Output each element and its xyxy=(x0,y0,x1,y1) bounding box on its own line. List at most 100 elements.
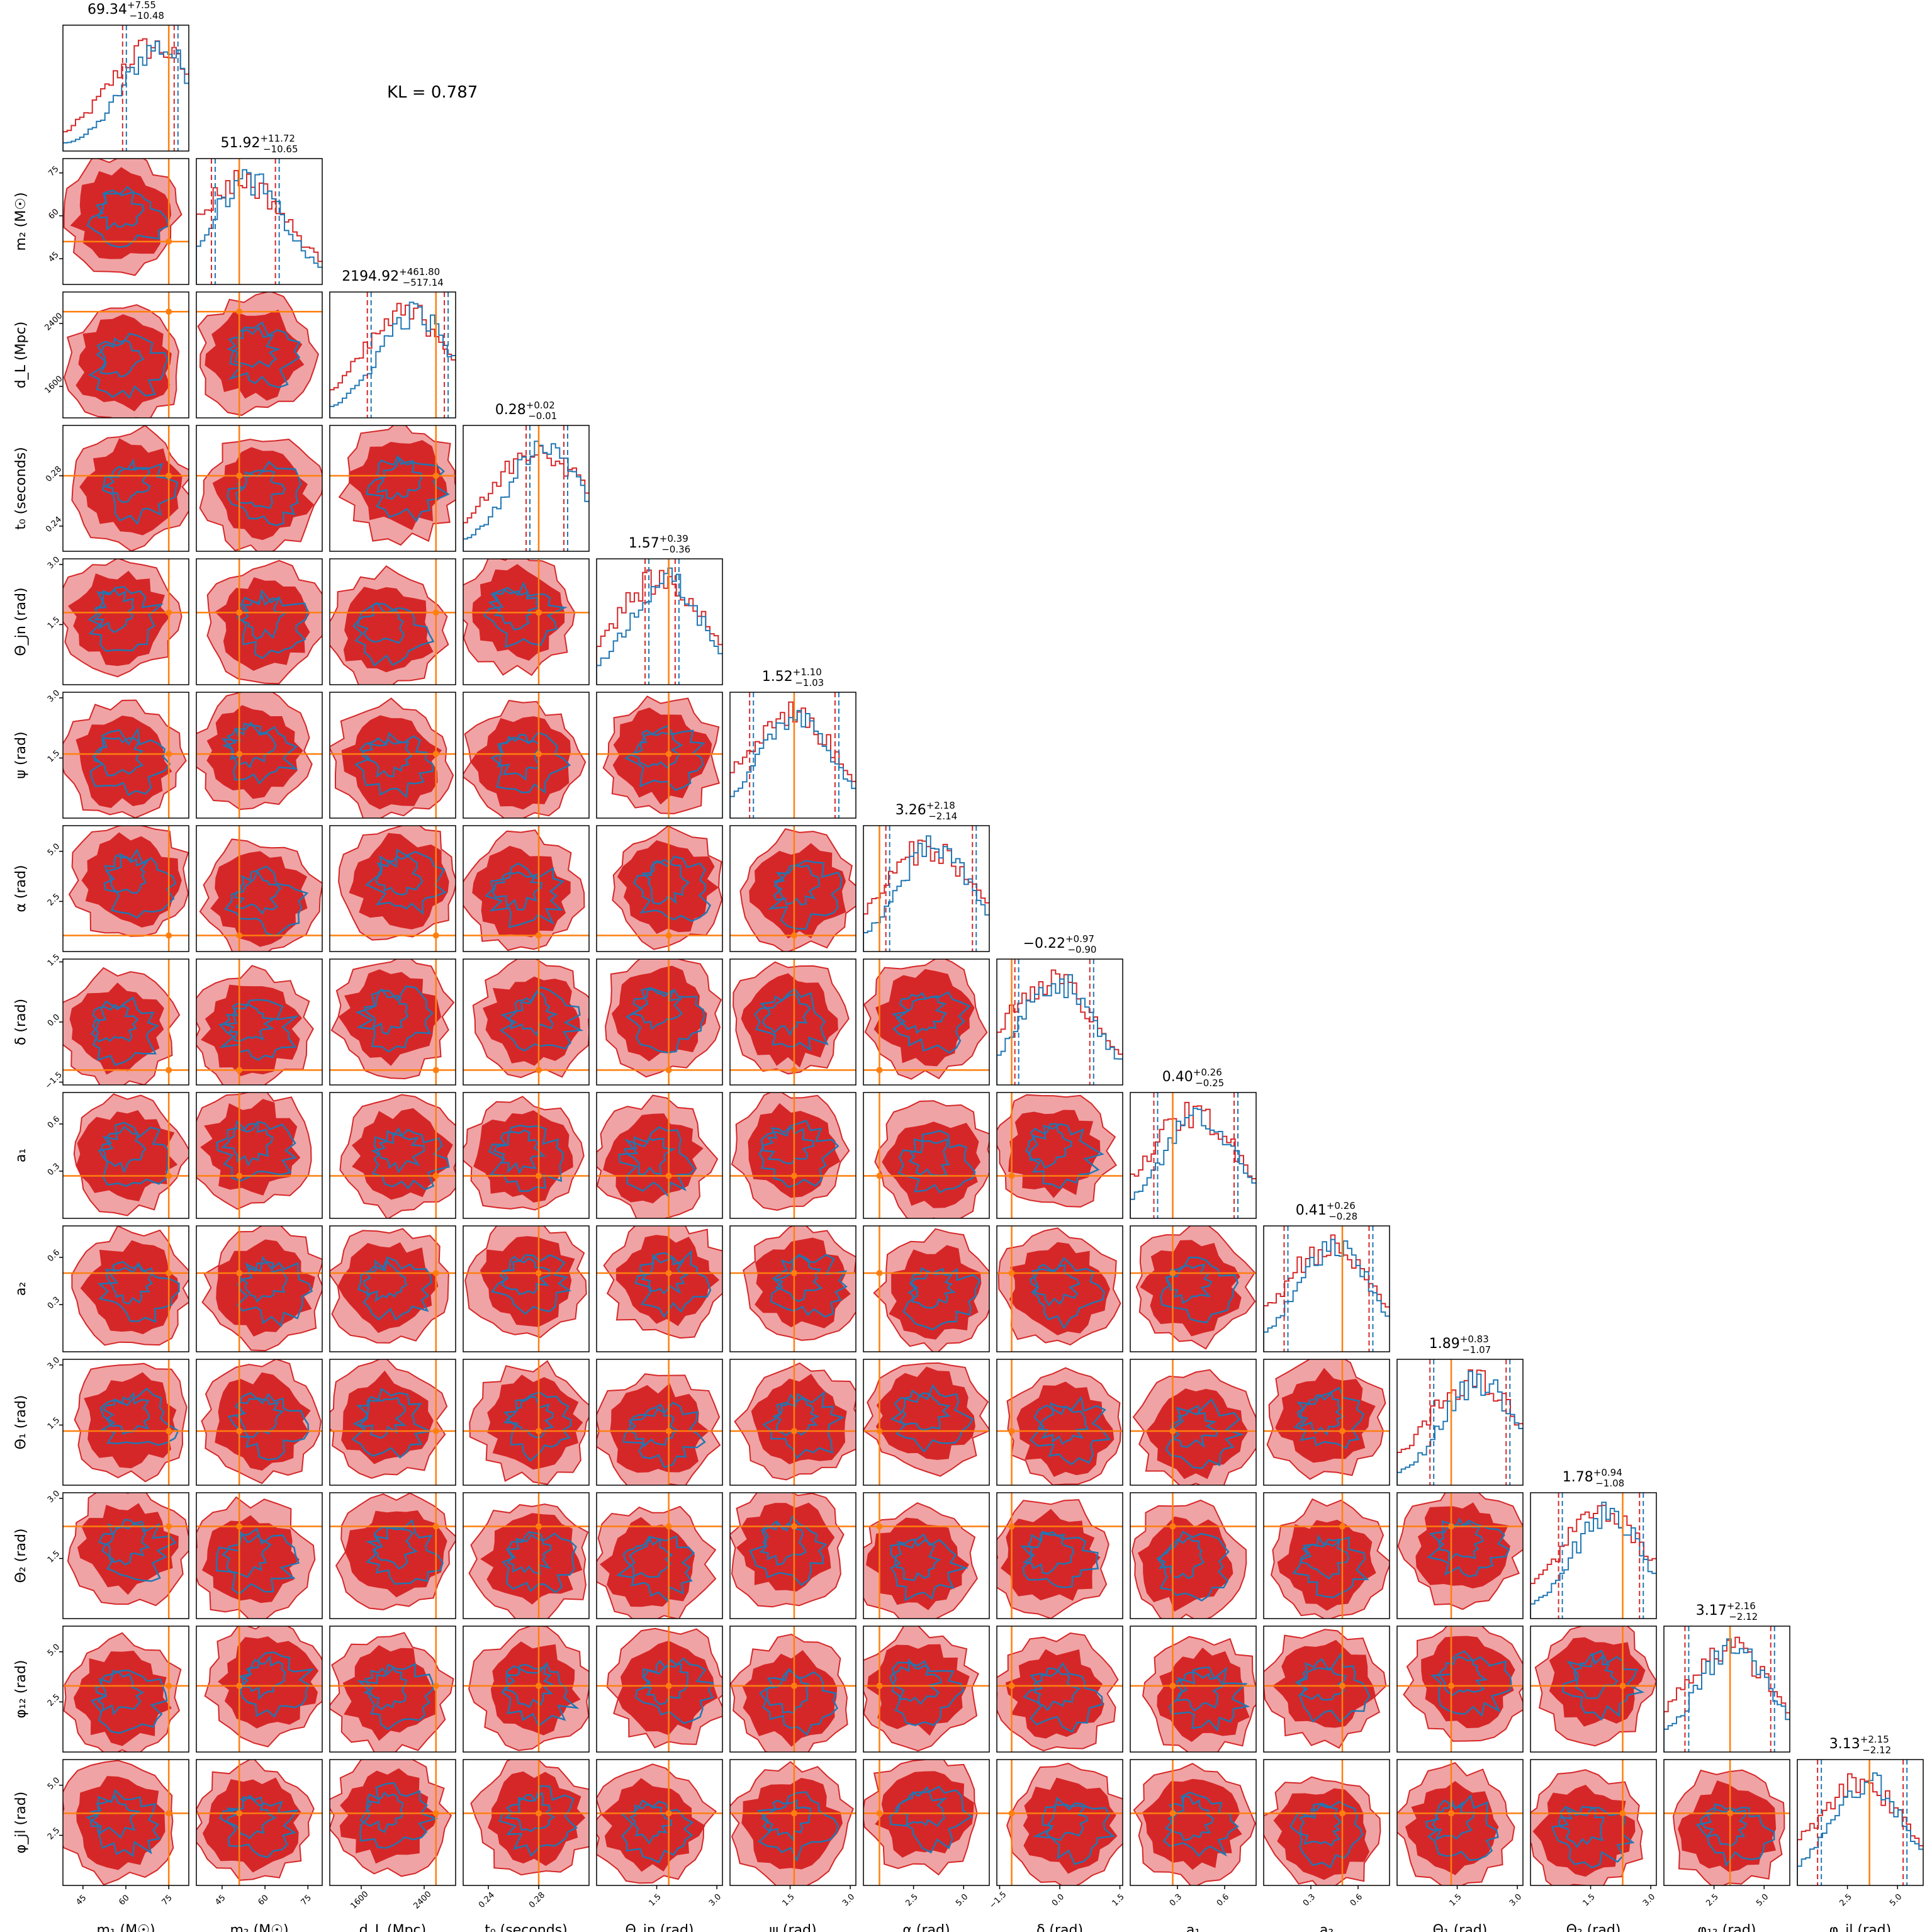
xaxis-label-3: t₀ (seconds) xyxy=(485,1923,568,1932)
panel-13-4: 1.5 3.0 Θ_jn (rad) xyxy=(596,1759,723,1932)
panel-content-8-8 xyxy=(1130,1092,1256,1218)
panel-11-7 xyxy=(996,1492,1123,1619)
truth-point-9-7 xyxy=(1008,1270,1015,1276)
truth-point-6-1 xyxy=(236,932,243,939)
contour-reference-6-1 xyxy=(224,865,309,937)
contour-reference-12-0 xyxy=(90,1669,168,1734)
panel-content-8-7 xyxy=(997,1092,1123,1218)
truth-point-13-7 xyxy=(1008,1810,1015,1817)
panel-content-2-0 xyxy=(63,292,189,418)
truth-point-10-4 xyxy=(665,1428,672,1435)
panel-content-10-6 xyxy=(863,1359,989,1485)
contour-reference-12-5 xyxy=(759,1668,838,1736)
truth-point-6-4 xyxy=(665,932,672,939)
truth-point-13-9 xyxy=(1339,1810,1345,1817)
panel-frame-12-11 xyxy=(1530,1626,1657,1753)
truth-point-13-12 xyxy=(1727,1810,1734,1817)
truth-point-12-0 xyxy=(166,1682,172,1689)
truth-point-8-0 xyxy=(166,1172,172,1179)
panel-frame-12-12 xyxy=(1663,1626,1790,1753)
panel-10-10: 1.89+0.83 −1.07 xyxy=(1396,1334,1524,1486)
panel-content-13-6 xyxy=(863,1760,989,1885)
xtick-label-7-2: 1.5 xyxy=(1110,1892,1126,1908)
ytick-label-9-1: 0.6 xyxy=(46,1248,62,1264)
contour-reference-inner-12-4 xyxy=(641,1658,689,1705)
panel-content-13-11 xyxy=(1530,1760,1656,1885)
panel-content-9-9 xyxy=(1264,1226,1390,1352)
panel-7-6 xyxy=(863,958,990,1086)
contour-reference-inner-6-5 xyxy=(773,864,820,906)
contour-reference-inner-10-8 xyxy=(1170,1405,1218,1449)
xtick-label-10-1: 3.0 xyxy=(1508,1892,1524,1908)
contour-inner-10-9 xyxy=(1275,1368,1376,1463)
contour-inner-11-10 xyxy=(1415,1502,1510,1589)
panel-frame-13-13 xyxy=(1797,1759,1924,1886)
contour-reference-inner-10-2 xyxy=(356,1396,407,1439)
panel-content-11-7 xyxy=(997,1493,1123,1619)
xtick-label-6-0: 2.5 xyxy=(904,1892,920,1908)
xtick-label-1-0: 45 xyxy=(213,1893,227,1907)
truth-point-11-10 xyxy=(1447,1523,1454,1530)
truth-point-10-5 xyxy=(790,1428,797,1435)
ytick-label-10-1: 3.0 xyxy=(46,1356,62,1371)
plus-error-6: +2.18 xyxy=(926,800,955,811)
panel-frame-10-7 xyxy=(996,1359,1123,1486)
panel-2-1 xyxy=(196,291,323,418)
panel-frame-8-2 xyxy=(329,1092,456,1219)
contour-reference-8-6 xyxy=(897,1130,976,1194)
truth-point-4-0 xyxy=(166,609,172,616)
panel-13-1: 45 60 75 m₂ (M☉) xyxy=(196,1759,323,1932)
contour-reference-13-4 xyxy=(620,1799,694,1864)
panel-9-6 xyxy=(863,1225,990,1352)
contour-reference-5-4 xyxy=(624,725,705,791)
plus-error-1: +11.72 xyxy=(260,133,295,144)
contour-reference-13-12 xyxy=(1695,1806,1775,1868)
contour-reference-11-1 xyxy=(215,1527,300,1595)
median-value-9: 0.41 xyxy=(1296,1203,1327,1218)
panel-8-4 xyxy=(596,1092,723,1219)
contour-reference-3-0 xyxy=(101,463,179,525)
panel-4-4: 1.57+0.39 −0.36 xyxy=(596,533,723,685)
truth-point-5-1 xyxy=(236,751,243,758)
panel-8-6 xyxy=(863,1092,990,1219)
truth-point-12-11 xyxy=(1619,1682,1626,1689)
ytick-label-8-1: 0.6 xyxy=(46,1115,62,1130)
panel-6-5 xyxy=(729,825,856,952)
truth-point-9-4 xyxy=(665,1270,672,1276)
contour-reference-10-5 xyxy=(762,1390,845,1459)
contour-reference-9-1 xyxy=(236,1255,313,1328)
panel-content-5-0 xyxy=(63,692,189,818)
panel-content-12-5 xyxy=(730,1626,856,1752)
panel-11-1 xyxy=(196,1492,323,1619)
panel-5-5: 1.52+1.10 −1.03 xyxy=(729,666,856,819)
truth-point-9-6 xyxy=(876,1270,883,1276)
contour-reference-inner-12-2 xyxy=(363,1667,408,1710)
panel-content-3-3 xyxy=(463,425,589,551)
contour-reference-inner-9-6 xyxy=(907,1267,957,1309)
panel-frame-8-5 xyxy=(729,1092,856,1219)
xtick-label-3-0: 0.24 xyxy=(477,1890,497,1910)
truth-point-3-1 xyxy=(236,473,243,479)
panel-frame-9-3 xyxy=(463,1225,590,1352)
panel-frame-8-4 xyxy=(596,1092,723,1219)
panel-frame-7-6 xyxy=(863,958,990,1086)
panel-content-11-0 xyxy=(63,1493,189,1619)
contour-reference-inner-13-2 xyxy=(359,1791,404,1834)
xtick-label-1-2: 75 xyxy=(300,1893,313,1907)
truth-point-8-1 xyxy=(236,1172,243,1179)
ytick-label-3-0: 0.24 xyxy=(44,515,64,534)
panel-5-2 xyxy=(329,692,456,819)
contour-reference-13-2 xyxy=(359,1782,439,1849)
panel-content-11-4 xyxy=(597,1493,722,1619)
xaxis-label-0: m₁ (M☉) xyxy=(96,1923,155,1932)
panel-content-11-11 xyxy=(1530,1493,1656,1619)
panel-content-9-2 xyxy=(330,1226,456,1352)
contour-reference-7-6 xyxy=(891,991,971,1054)
contour-inner-9-8 xyxy=(1140,1240,1242,1337)
contour-reference-13-7 xyxy=(1033,1796,1115,1865)
panel-frame-9-0 xyxy=(62,1225,189,1352)
panel-5-3 xyxy=(463,692,590,819)
contour-inner-12-1 xyxy=(218,1636,319,1729)
ytick-label-7-2: 1.5 xyxy=(46,952,62,968)
panel-frame-7-7 xyxy=(996,958,1123,1086)
